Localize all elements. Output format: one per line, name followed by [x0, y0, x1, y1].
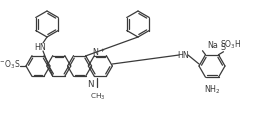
- Text: HN: HN: [177, 50, 189, 59]
- Text: N$^+$: N$^+$: [91, 47, 105, 58]
- Text: HN: HN: [34, 42, 46, 51]
- Text: $^-$O$_3$S: $^-$O$_3$S: [0, 59, 21, 71]
- Text: S: S: [220, 43, 226, 52]
- Text: SO$_3$H: SO$_3$H: [220, 38, 241, 51]
- Text: Na: Na: [207, 41, 219, 50]
- Text: N: N: [87, 80, 93, 89]
- Text: CH$_3$: CH$_3$: [90, 92, 105, 102]
- Text: NH$_2$: NH$_2$: [203, 83, 220, 95]
